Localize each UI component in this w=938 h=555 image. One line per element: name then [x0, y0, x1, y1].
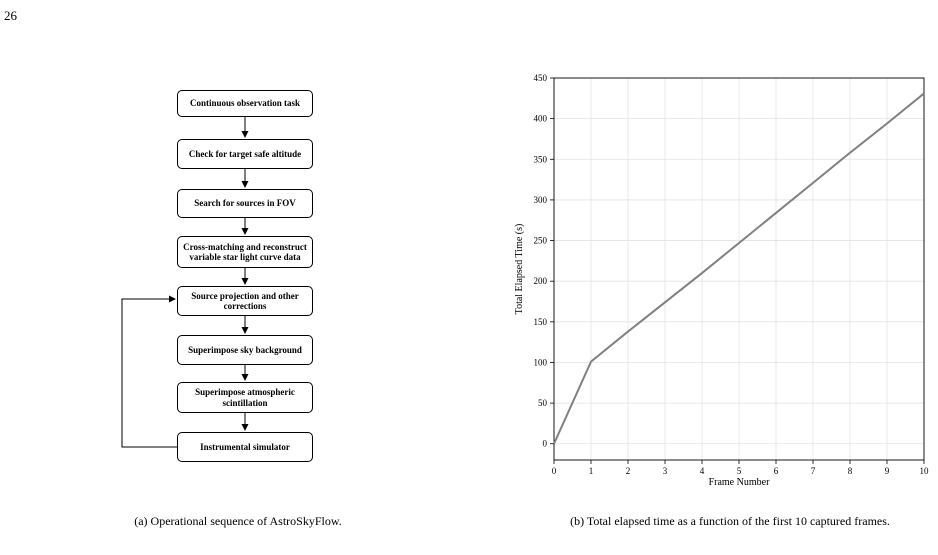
y-tick-label: 450	[534, 73, 548, 83]
y-tick-label: 350	[534, 154, 548, 164]
x-tick-label: 9	[885, 466, 890, 476]
flowchart: Continuous observation task Check for ta…	[0, 0, 470, 480]
y-tick-label: 200	[534, 276, 548, 286]
y-tick-label: 400	[534, 114, 548, 124]
x-tick-label: 5	[737, 466, 742, 476]
y-axis-label: Total Elapsed Time (s)	[514, 224, 525, 315]
y-tick-label: 50	[538, 398, 548, 408]
y-tick-label: 0	[543, 439, 548, 449]
x-tick-label: 10	[920, 466, 930, 476]
x-tick-label: 4	[700, 466, 705, 476]
feedback-arrow	[121, 295, 177, 448]
flow-step-cross-matching: Cross-matching and reconstruct variable …	[177, 236, 313, 268]
page-number: 26	[4, 8, 17, 23]
flow-step-instrumental-simulator: Instrumental simulator	[177, 432, 313, 462]
flow-step-source-projection: Source projection and other corrections	[177, 286, 313, 316]
y-tick-label: 150	[534, 317, 548, 327]
caption-a: (a) Operational sequence of AstroSkyFlow…	[134, 514, 342, 528]
y-tick-label: 100	[534, 357, 548, 367]
y-tick-label: 250	[534, 236, 548, 246]
elapsed-time-chart: 0 1 2 3 4 5 6 7 8 9 10 0 50 100 150 200 250 300 350 400 450 F…	[510, 70, 938, 490]
x-tick-label: 2	[626, 466, 631, 476]
flow-step-check-altitude: Check for target safe altitude	[177, 139, 313, 169]
flow-step-sky-background: Superimpose sky background	[177, 335, 313, 365]
x-tick-label: 7	[811, 466, 816, 476]
y-tick-label: 300	[534, 195, 548, 205]
flow-step-atmospheric-scintillation: Superimpose atmospheric scintillation	[177, 382, 313, 413]
chart-svg: 0 1 2 3 4 5 6 7 8 9 10050100150200250300350400450F…	[514, 73, 930, 488]
x-tick-label: 3	[663, 466, 668, 476]
flow-step-continuous-observation: Continuous observation task	[177, 90, 313, 117]
series-line-0	[553, 92, 925, 445]
caption-b: (b) Total elapsed time as a function of …	[570, 514, 890, 528]
x-tick-label: 1	[589, 466, 594, 476]
flow-step-search-sources: Search for sources in FOV	[177, 189, 313, 218]
x-tick-label: 6	[774, 466, 779, 476]
flowchart-arrows	[121, 117, 249, 448]
x-tick-label: 8	[848, 466, 853, 476]
x-tick-label: 0	[552, 466, 557, 476]
x-axis-label: Frame Number	[709, 477, 770, 488]
